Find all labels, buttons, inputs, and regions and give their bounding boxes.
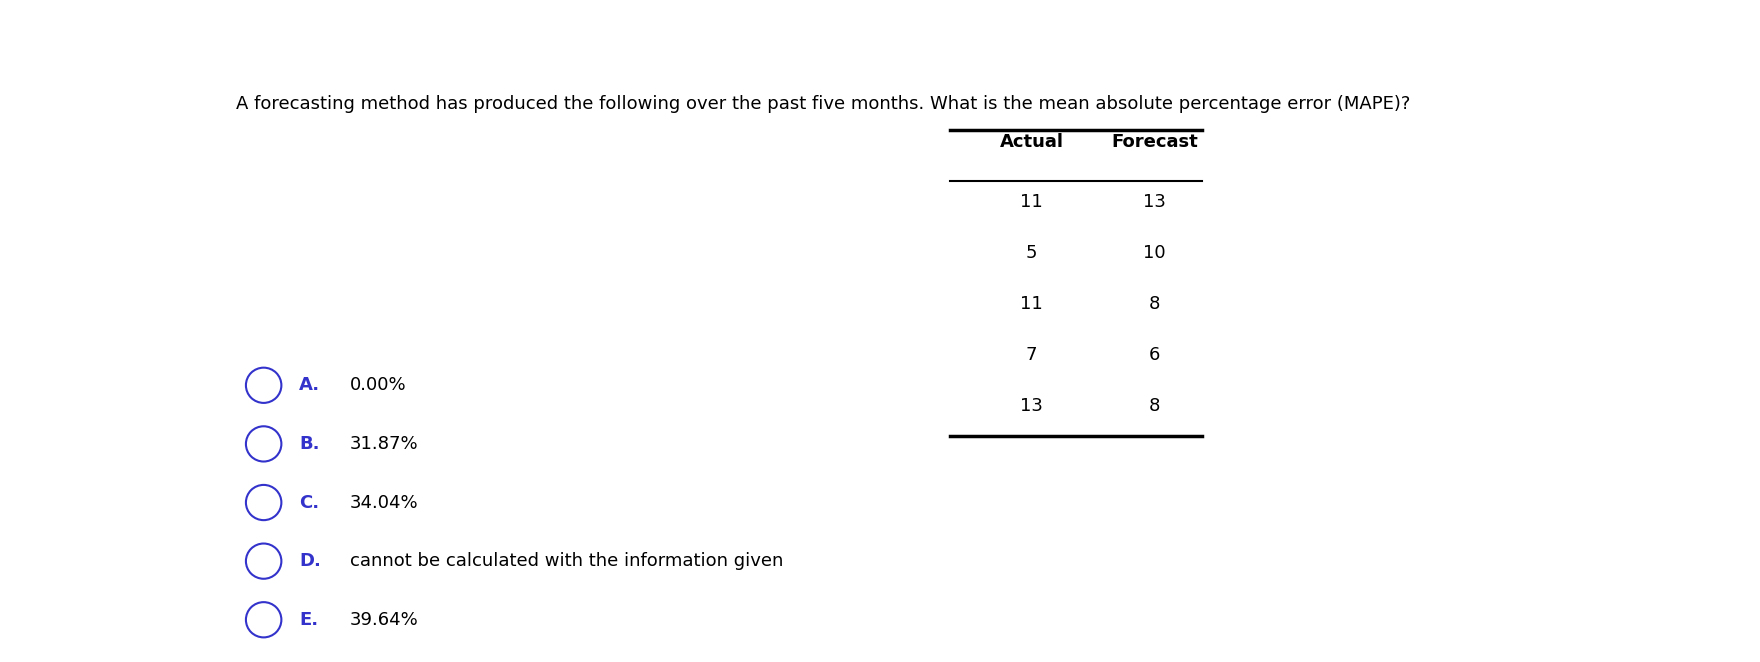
Text: A.: A. <box>299 376 320 395</box>
Text: 8: 8 <box>1149 397 1160 414</box>
Text: 7: 7 <box>1026 346 1037 363</box>
Text: 34.04%: 34.04% <box>350 494 419 512</box>
Text: 10: 10 <box>1142 244 1165 261</box>
Text: 13: 13 <box>1142 193 1165 211</box>
Text: A forecasting method has produced the following over the past five months. What : A forecasting method has produced the fo… <box>236 95 1412 113</box>
Text: 39.64%: 39.64% <box>350 611 419 629</box>
Text: Actual: Actual <box>1000 133 1063 151</box>
Text: 11: 11 <box>1021 295 1044 312</box>
Text: E.: E. <box>299 611 319 629</box>
Text: 11: 11 <box>1021 193 1044 211</box>
Text: B.: B. <box>299 435 320 453</box>
Text: Forecast: Forecast <box>1111 133 1199 151</box>
Text: 13: 13 <box>1021 397 1044 414</box>
Text: 31.87%: 31.87% <box>350 435 419 453</box>
Text: 5: 5 <box>1026 244 1037 261</box>
Text: 0.00%: 0.00% <box>350 376 407 395</box>
Text: D.: D. <box>299 552 320 570</box>
Text: C.: C. <box>299 494 319 512</box>
Text: 8: 8 <box>1149 295 1160 312</box>
Text: cannot be calculated with the information given: cannot be calculated with the informatio… <box>350 552 783 570</box>
Text: 6: 6 <box>1149 346 1160 363</box>
